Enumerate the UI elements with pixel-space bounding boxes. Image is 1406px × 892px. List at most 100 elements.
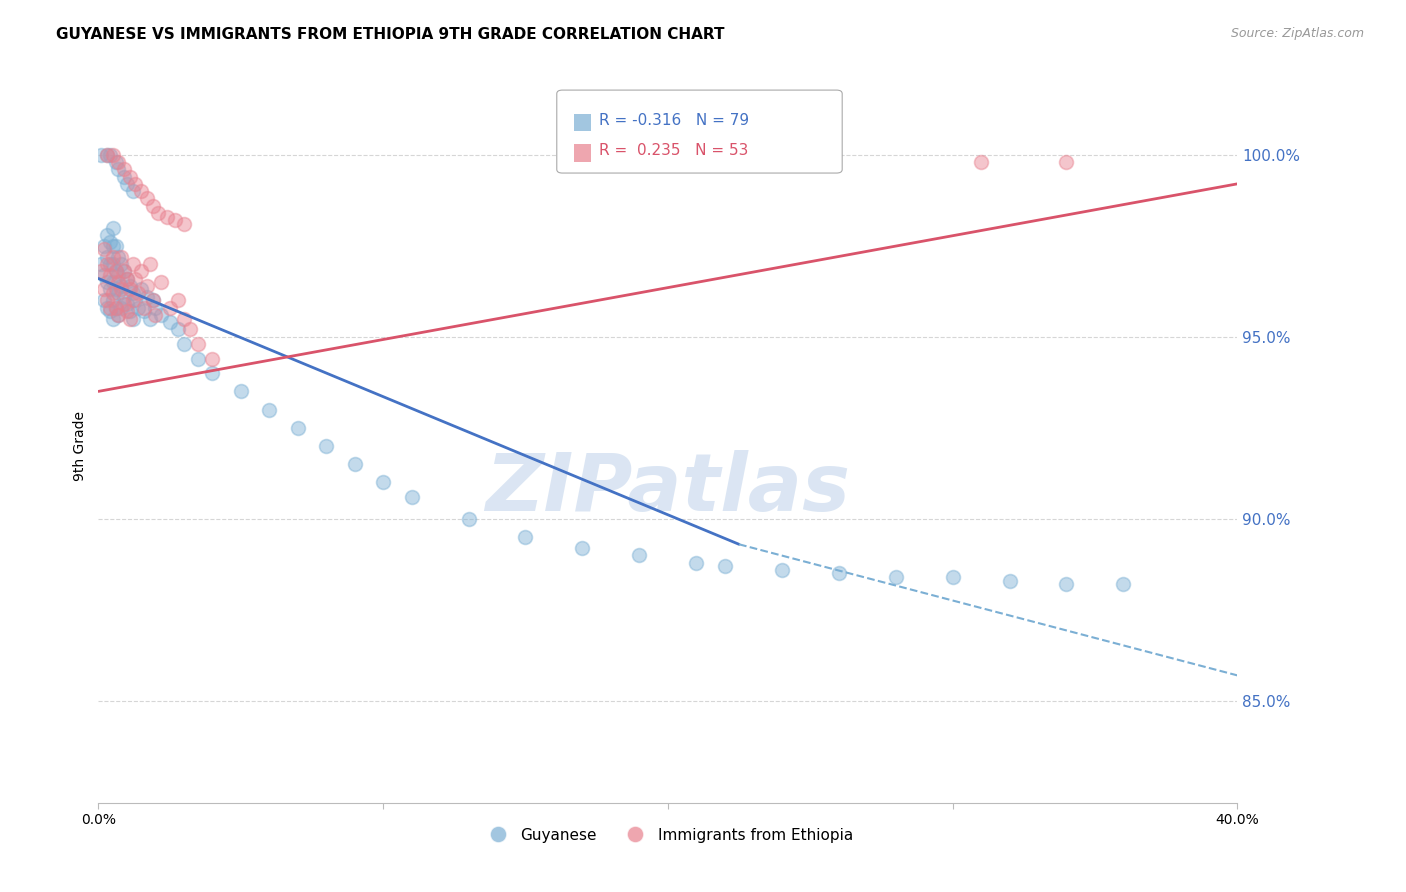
- Point: [115, 271, 138, 285]
- Point: [685, 556, 707, 570]
- Point: [571, 541, 593, 555]
- Point: [121, 184, 143, 198]
- Point: [121, 257, 143, 271]
- Point: [107, 155, 129, 169]
- Point: [101, 311, 124, 326]
- Point: [173, 337, 195, 351]
- Text: R =  0.235   N = 53: R = 0.235 N = 53: [599, 143, 748, 158]
- Point: [101, 239, 124, 253]
- Point: [828, 566, 851, 581]
- Point: [141, 199, 163, 213]
- Point: [1112, 577, 1135, 591]
- Point: [148, 206, 170, 220]
- Point: [101, 257, 124, 271]
- Point: [141, 293, 163, 308]
- Point: [138, 257, 160, 271]
- Point: [90, 257, 112, 271]
- Point: [145, 308, 167, 322]
- Point: [101, 293, 124, 308]
- Point: [343, 457, 366, 471]
- Point: [884, 570, 907, 584]
- Point: [104, 301, 127, 315]
- Point: [373, 475, 395, 490]
- Point: [129, 184, 152, 198]
- Point: [1056, 155, 1078, 169]
- Point: [998, 574, 1021, 588]
- Point: [159, 301, 181, 315]
- Point: [104, 264, 127, 278]
- Point: [101, 147, 124, 161]
- Point: [115, 304, 138, 318]
- Point: [110, 278, 132, 293]
- Point: [124, 271, 146, 285]
- Text: R = -0.316   N = 79: R = -0.316 N = 79: [599, 112, 749, 128]
- Point: [118, 304, 141, 318]
- Point: [104, 264, 127, 278]
- Point: [93, 239, 115, 253]
- Point: [112, 264, 135, 278]
- Point: [145, 301, 167, 315]
- Point: [714, 559, 737, 574]
- Point: [101, 275, 124, 289]
- Point: [515, 530, 537, 544]
- Point: [287, 421, 309, 435]
- Point: [93, 268, 115, 282]
- Point: [96, 227, 118, 242]
- Point: [1056, 577, 1078, 591]
- Point: [159, 315, 181, 329]
- Point: [98, 304, 121, 318]
- Point: [129, 282, 152, 296]
- Point: [96, 250, 118, 264]
- Legend: Guyanese, Immigrants from Ethiopia: Guyanese, Immigrants from Ethiopia: [477, 822, 859, 848]
- Point: [124, 177, 146, 191]
- Point: [110, 301, 132, 315]
- Point: [112, 169, 135, 184]
- Point: [127, 301, 149, 315]
- Point: [107, 308, 129, 322]
- Point: [770, 563, 793, 577]
- Point: [98, 268, 121, 282]
- Point: [141, 293, 163, 308]
- Point: [98, 301, 121, 315]
- Point: [96, 301, 118, 315]
- Point: [93, 293, 115, 308]
- Point: [118, 169, 141, 184]
- Point: [118, 282, 141, 296]
- Point: [93, 282, 115, 296]
- Point: [104, 239, 127, 253]
- Point: [110, 250, 132, 264]
- Point: [401, 490, 423, 504]
- Point: [98, 147, 121, 161]
- Point: [112, 264, 135, 278]
- Point: [156, 210, 179, 224]
- Point: [112, 162, 135, 177]
- Point: [167, 293, 190, 308]
- Point: [628, 548, 651, 562]
- Point: [115, 177, 138, 191]
- Point: [107, 308, 129, 322]
- Point: [127, 286, 149, 301]
- Point: [96, 147, 118, 161]
- Text: ZIPatlas: ZIPatlas: [485, 450, 851, 528]
- Point: [124, 293, 146, 308]
- Point: [167, 322, 190, 336]
- Point: [101, 286, 124, 301]
- Point: [121, 293, 143, 308]
- Point: [121, 311, 143, 326]
- Point: [101, 220, 124, 235]
- Point: [96, 293, 118, 308]
- Point: [107, 162, 129, 177]
- Y-axis label: 9th Grade: 9th Grade: [73, 411, 87, 481]
- Point: [107, 250, 129, 264]
- Point: [112, 297, 135, 311]
- Point: [96, 275, 118, 289]
- Point: [98, 282, 121, 296]
- Point: [942, 570, 965, 584]
- Point: [187, 351, 209, 366]
- Point: [98, 257, 121, 271]
- Point: [121, 286, 143, 301]
- Point: [107, 286, 129, 301]
- Point: [150, 308, 173, 322]
- Text: Source: ZipAtlas.com: Source: ZipAtlas.com: [1230, 27, 1364, 40]
- Point: [138, 311, 160, 326]
